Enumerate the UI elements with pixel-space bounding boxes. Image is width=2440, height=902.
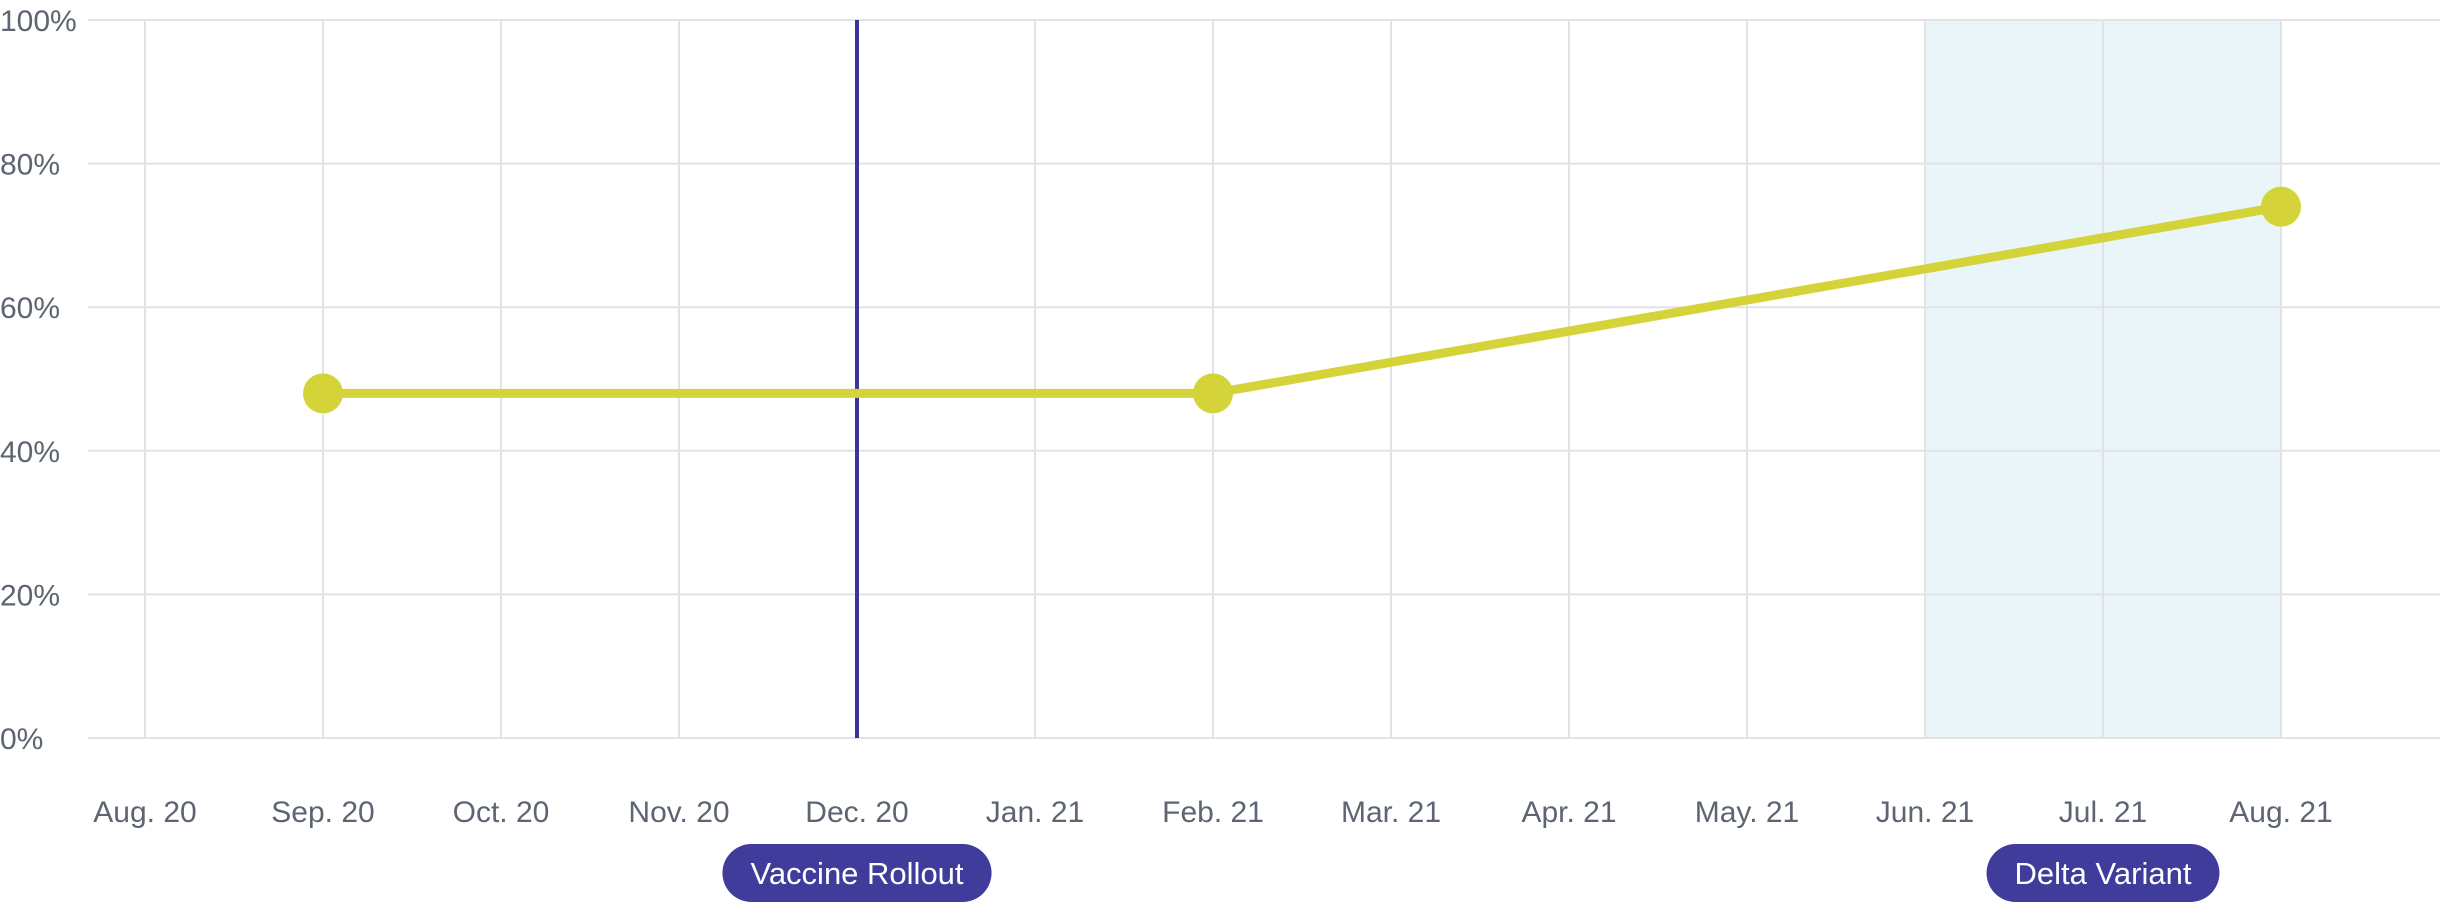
- y-tick-label: 60%: [0, 292, 60, 325]
- x-tick-label: Mar. 21: [1341, 796, 1441, 829]
- x-tick-label: Aug. 21: [2229, 796, 2332, 829]
- y-axis-ticks: 0% 20% 40% 60% 80% 100%: [0, 5, 77, 756]
- annotation-label-text: Delta Variant: [2015, 856, 2192, 891]
- annotation-pill: [722, 844, 992, 902]
- x-tick-label: Nov. 20: [628, 796, 729, 829]
- y-tick-label: 100%: [0, 5, 77, 38]
- x-tick-label: Jun. 21: [1876, 796, 1974, 829]
- annotation-labels: Vaccine Rollout Delta Variant: [722, 844, 2220, 902]
- vaccine-rollout-label: Vaccine Rollout: [722, 844, 992, 902]
- x-tick-label: Jan. 21: [986, 796, 1084, 829]
- delta-variant-label: Delta Variant: [1986, 844, 2220, 902]
- data-point[interactable]: [2261, 186, 2301, 227]
- data-point[interactable]: [303, 373, 343, 414]
- y-tick-label: 80%: [0, 149, 60, 182]
- x-tick-label: Apr. 21: [1521, 796, 1616, 829]
- annotation-label-text: Vaccine Rollout: [750, 856, 963, 891]
- annotation-pill: [1986, 844, 2220, 902]
- x-tick-label: May. 21: [1695, 796, 1800, 829]
- x-tick-label: Oct. 20: [453, 796, 550, 829]
- y-tick-label: 40%: [0, 436, 60, 469]
- x-tick-label: Jul. 21: [2059, 796, 2147, 829]
- x-tick-label: Sep. 20: [271, 796, 374, 829]
- data-point[interactable]: [1193, 373, 1233, 414]
- y-tick-label: 20%: [0, 579, 60, 612]
- x-tick-label: Dec. 20: [805, 796, 908, 829]
- series-layer: [303, 186, 2301, 414]
- x-tick-label: Aug. 20: [93, 796, 196, 829]
- x-tick-label: Feb. 21: [1162, 796, 1264, 829]
- x-axis-ticks: Aug. 20 Sep. 20 Oct. 20 Nov. 20 Dec. 20 Jan. …: [93, 796, 2332, 829]
- y-tick-label: 0%: [0, 723, 43, 756]
